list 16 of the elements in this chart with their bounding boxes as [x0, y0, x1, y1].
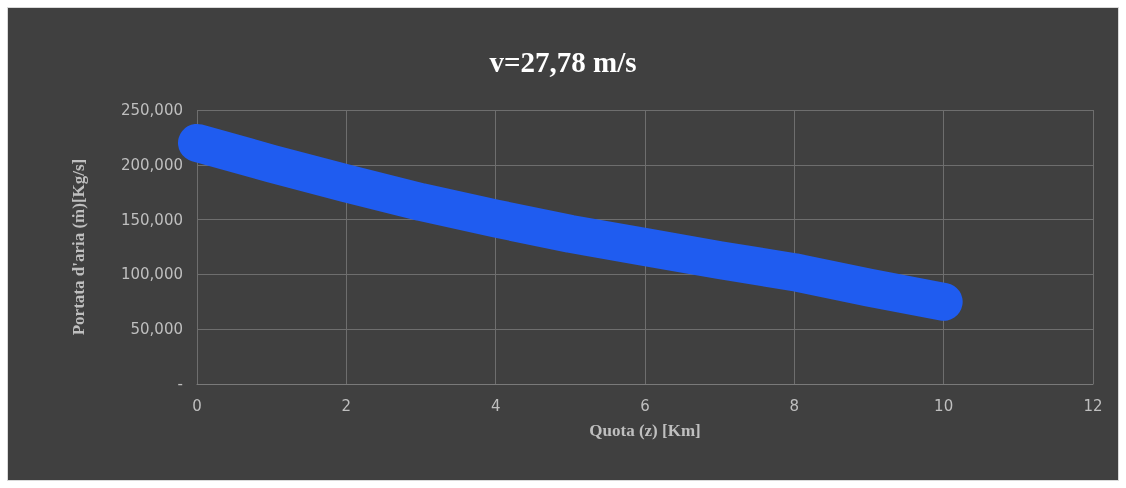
y-tick-label: -	[177, 375, 183, 393]
x-tick-label: 2	[341, 396, 352, 415]
y-tick-label: 200,000	[120, 155, 183, 174]
x-tick-label: 10	[934, 396, 954, 415]
x-tick-label: 6	[640, 396, 650, 415]
chart-title: v=27,78 m/s	[489, 45, 637, 78]
x-axis-title: Quota (z) [Km]	[589, 421, 701, 440]
y-tick-label: 250,000	[120, 101, 183, 119]
y-axis-title: Portata d'aria (ṁ)[Kg/s]	[69, 158, 88, 336]
x-tick-label: 4	[490, 396, 501, 415]
x-tick-label: 0	[192, 396, 202, 415]
y-tick-label: 50,000	[130, 320, 183, 339]
x-tick-label: 12	[1083, 396, 1103, 415]
y-tick-label: 150,000	[120, 210, 183, 229]
y-tick-label: 100,000	[120, 265, 183, 284]
x-tick-label: 8	[789, 396, 800, 415]
